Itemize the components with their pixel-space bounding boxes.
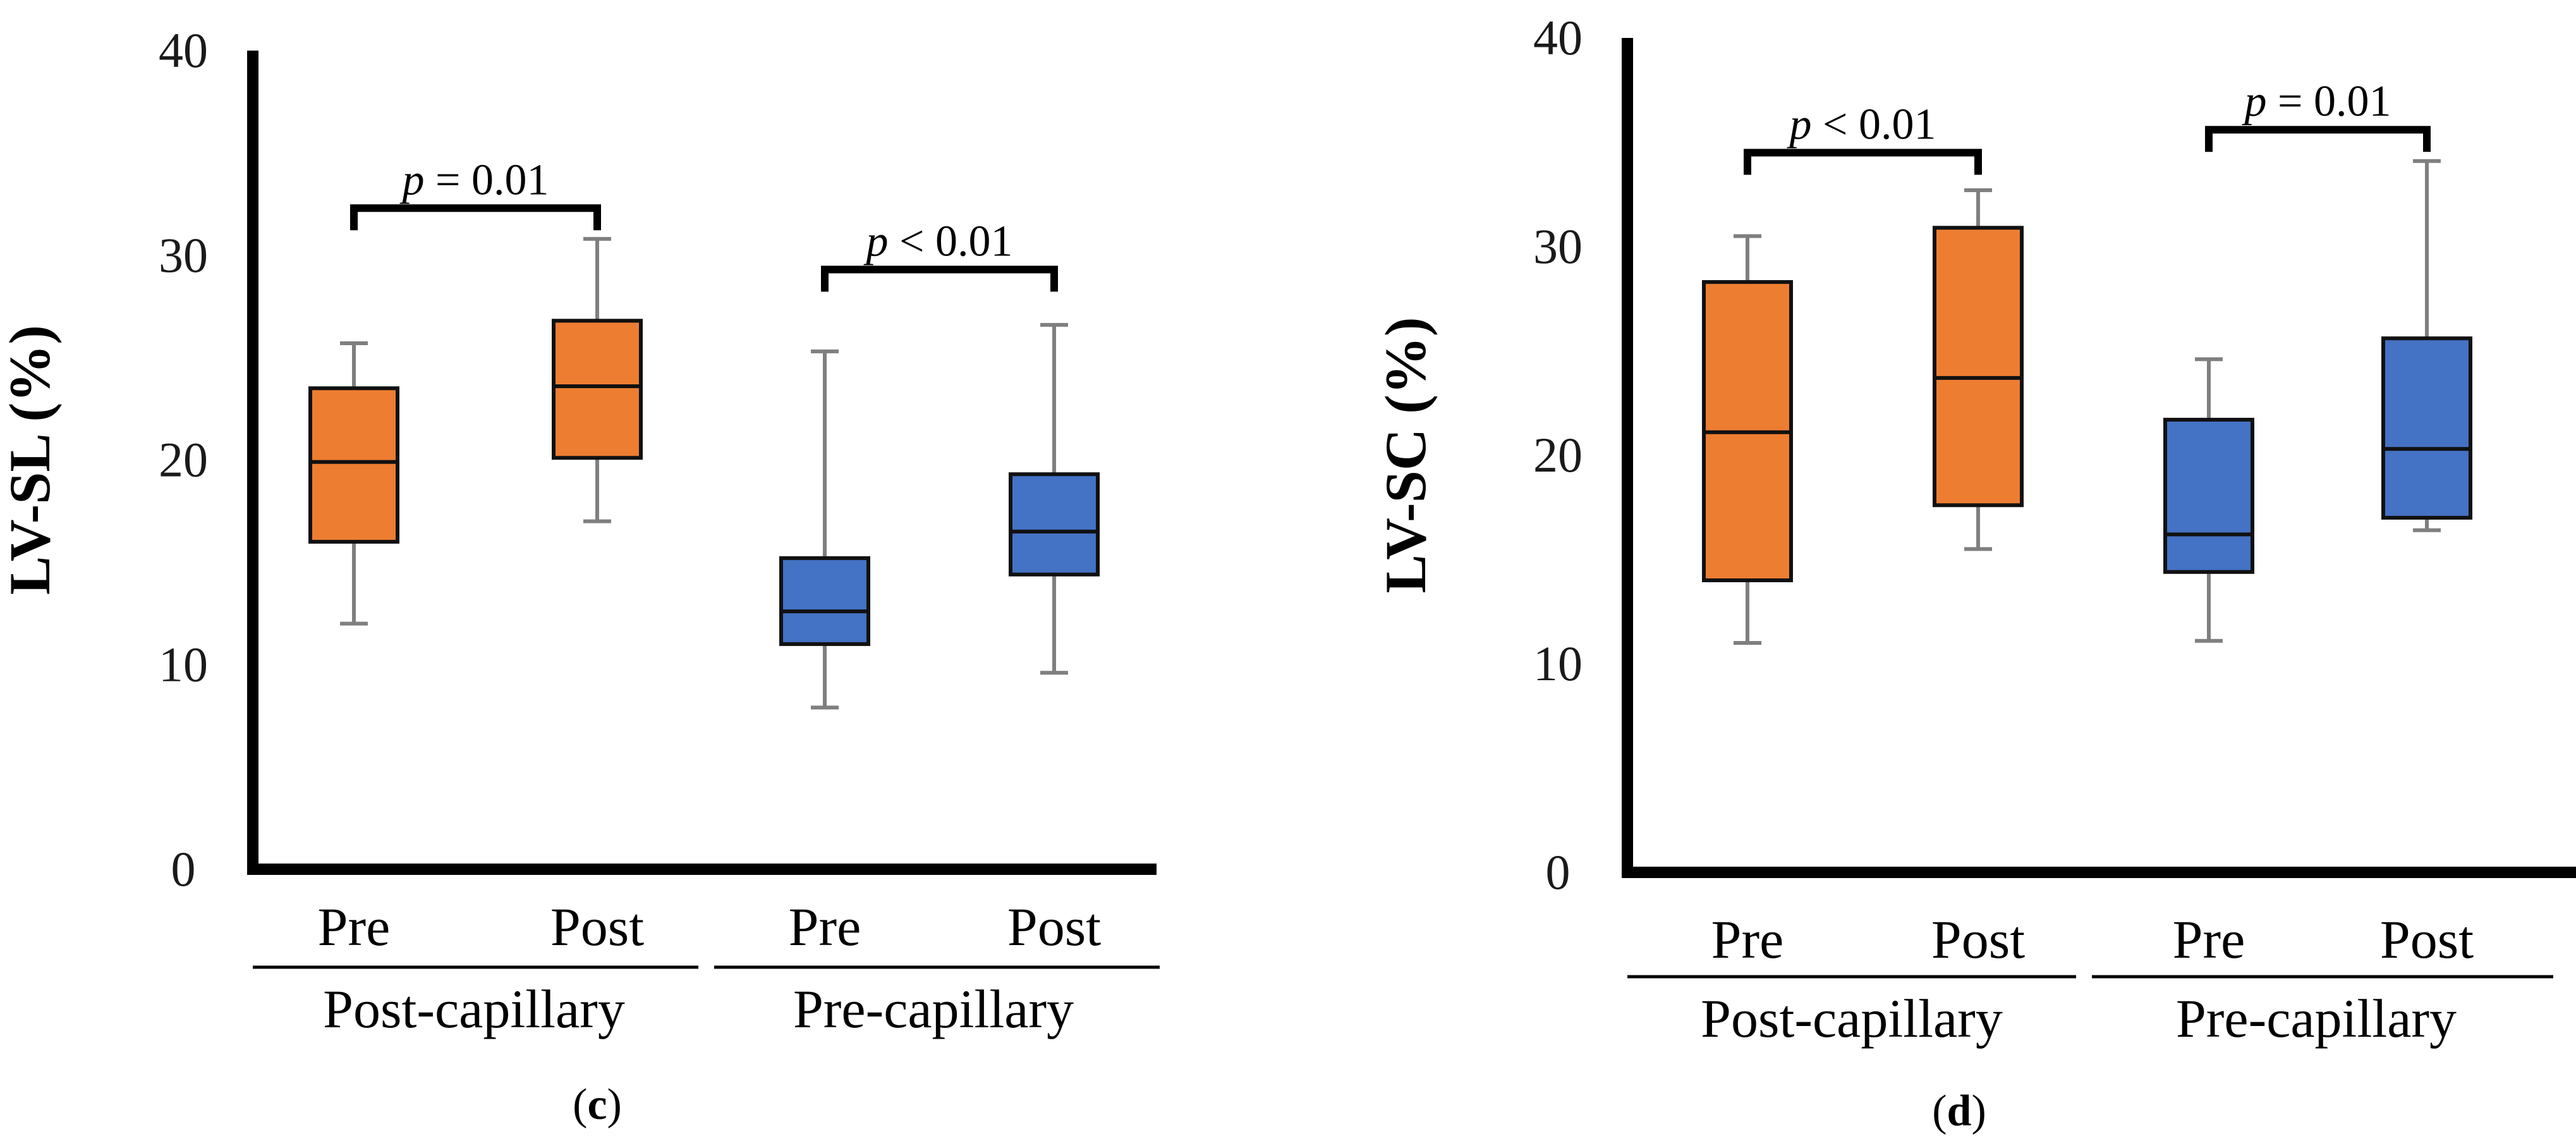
caption-close: ) [607, 1080, 622, 1129]
box-iqr [2163, 417, 2254, 574]
group-label: Post-capillary [1701, 988, 2003, 1049]
y-tick-label: 0 [1546, 845, 1571, 900]
bracket-line [350, 204, 601, 231]
x-category-label: Pre [318, 896, 391, 957]
p-symbol: p [863, 217, 889, 266]
bracket-line [2205, 126, 2431, 152]
p-value: = 0.01 [2267, 77, 2391, 126]
box-1 [552, 236, 643, 523]
panel-d: 0 10 20 30 40 LV-SC (%) Pre Post Pre Post p < 0.01… [1373, 10, 2576, 1135]
y-tick-label: 20 [159, 432, 208, 487]
p-symbol: p [399, 156, 425, 204]
p-symbol: p [1787, 101, 1812, 149]
significance-bracket-0: p < 0.01 [1744, 101, 1982, 175]
box-2 [779, 349, 870, 710]
caption-letter: d [1947, 1087, 1972, 1135]
x-category-label: Post [550, 896, 644, 957]
x-category-label: Post [1931, 909, 2025, 970]
box-iqr [308, 386, 399, 544]
box-0 [308, 341, 399, 626]
p-symbol: p [2242, 77, 2267, 126]
bracket-line [821, 266, 1058, 292]
p-value-label: p < 0.01 [1787, 101, 1936, 149]
x-category-label: Post [1007, 896, 1101, 957]
box-0 [1702, 234, 1793, 645]
box-1 [1933, 188, 2024, 551]
panel-caption: (d) [1932, 1087, 1986, 1135]
y-tick-label: 30 [159, 228, 208, 283]
caption-open: ( [1932, 1087, 1947, 1135]
box-2 [2163, 357, 2254, 643]
y-tick-label: 40 [159, 23, 208, 78]
box-iqr [1009, 472, 1100, 577]
p-value: < 0.01 [1812, 101, 1936, 149]
box-iqr [1933, 226, 2024, 508]
significance-bracket-0: p = 0.01 [350, 156, 601, 231]
p-value-label: p = 0.01 [399, 156, 549, 204]
p-value: < 0.01 [889, 217, 1013, 266]
bracket-line [1744, 149, 1982, 175]
p-value-label: p = 0.01 [2242, 77, 2391, 126]
y-axis-label: LV-SL (%) [0, 325, 62, 595]
caption-close: ) [1971, 1087, 1986, 1135]
y-tick-label: 20 [1533, 427, 1583, 482]
x-category-label: Pre [2173, 909, 2245, 970]
caption-letter: c [587, 1080, 607, 1129]
y-tick-label: 10 [1533, 636, 1583, 691]
box-3 [1009, 322, 1100, 675]
panel-c: 0 10 20 30 40 LV-SL (%) Pre Post Pre Post p = 0.01… [0, 23, 1160, 1129]
box-iqr [779, 556, 870, 646]
x-category-label: Post [2380, 909, 2474, 970]
y-tick-label: 30 [1533, 219, 1583, 274]
box-iqr [2381, 336, 2472, 520]
y-tick-label: 0 [171, 841, 196, 896]
group-label: Pre-capillary [793, 979, 1074, 1039]
p-value-label: p < 0.01 [863, 217, 1013, 266]
caption-open: ( [573, 1080, 587, 1129]
x-category-label: Pre [789, 896, 861, 957]
significance-bracket-1: p < 0.01 [821, 217, 1058, 292]
group-label: Post-capillary [323, 979, 625, 1039]
p-value: = 0.01 [425, 156, 549, 204]
y-tick-label: 10 [159, 637, 208, 692]
x-category-label: Pre [1711, 909, 1784, 970]
box-3 [2381, 159, 2472, 532]
significance-bracket-1: p = 0.01 [2205, 77, 2431, 152]
panel-caption: (c) [573, 1080, 622, 1129]
y-tick-label: 40 [1533, 10, 1583, 65]
group-label: Pre-capillary [2176, 988, 2457, 1049]
y-axis-label: LV-SC (%) [1373, 317, 1438, 593]
box-iqr [552, 319, 643, 460]
